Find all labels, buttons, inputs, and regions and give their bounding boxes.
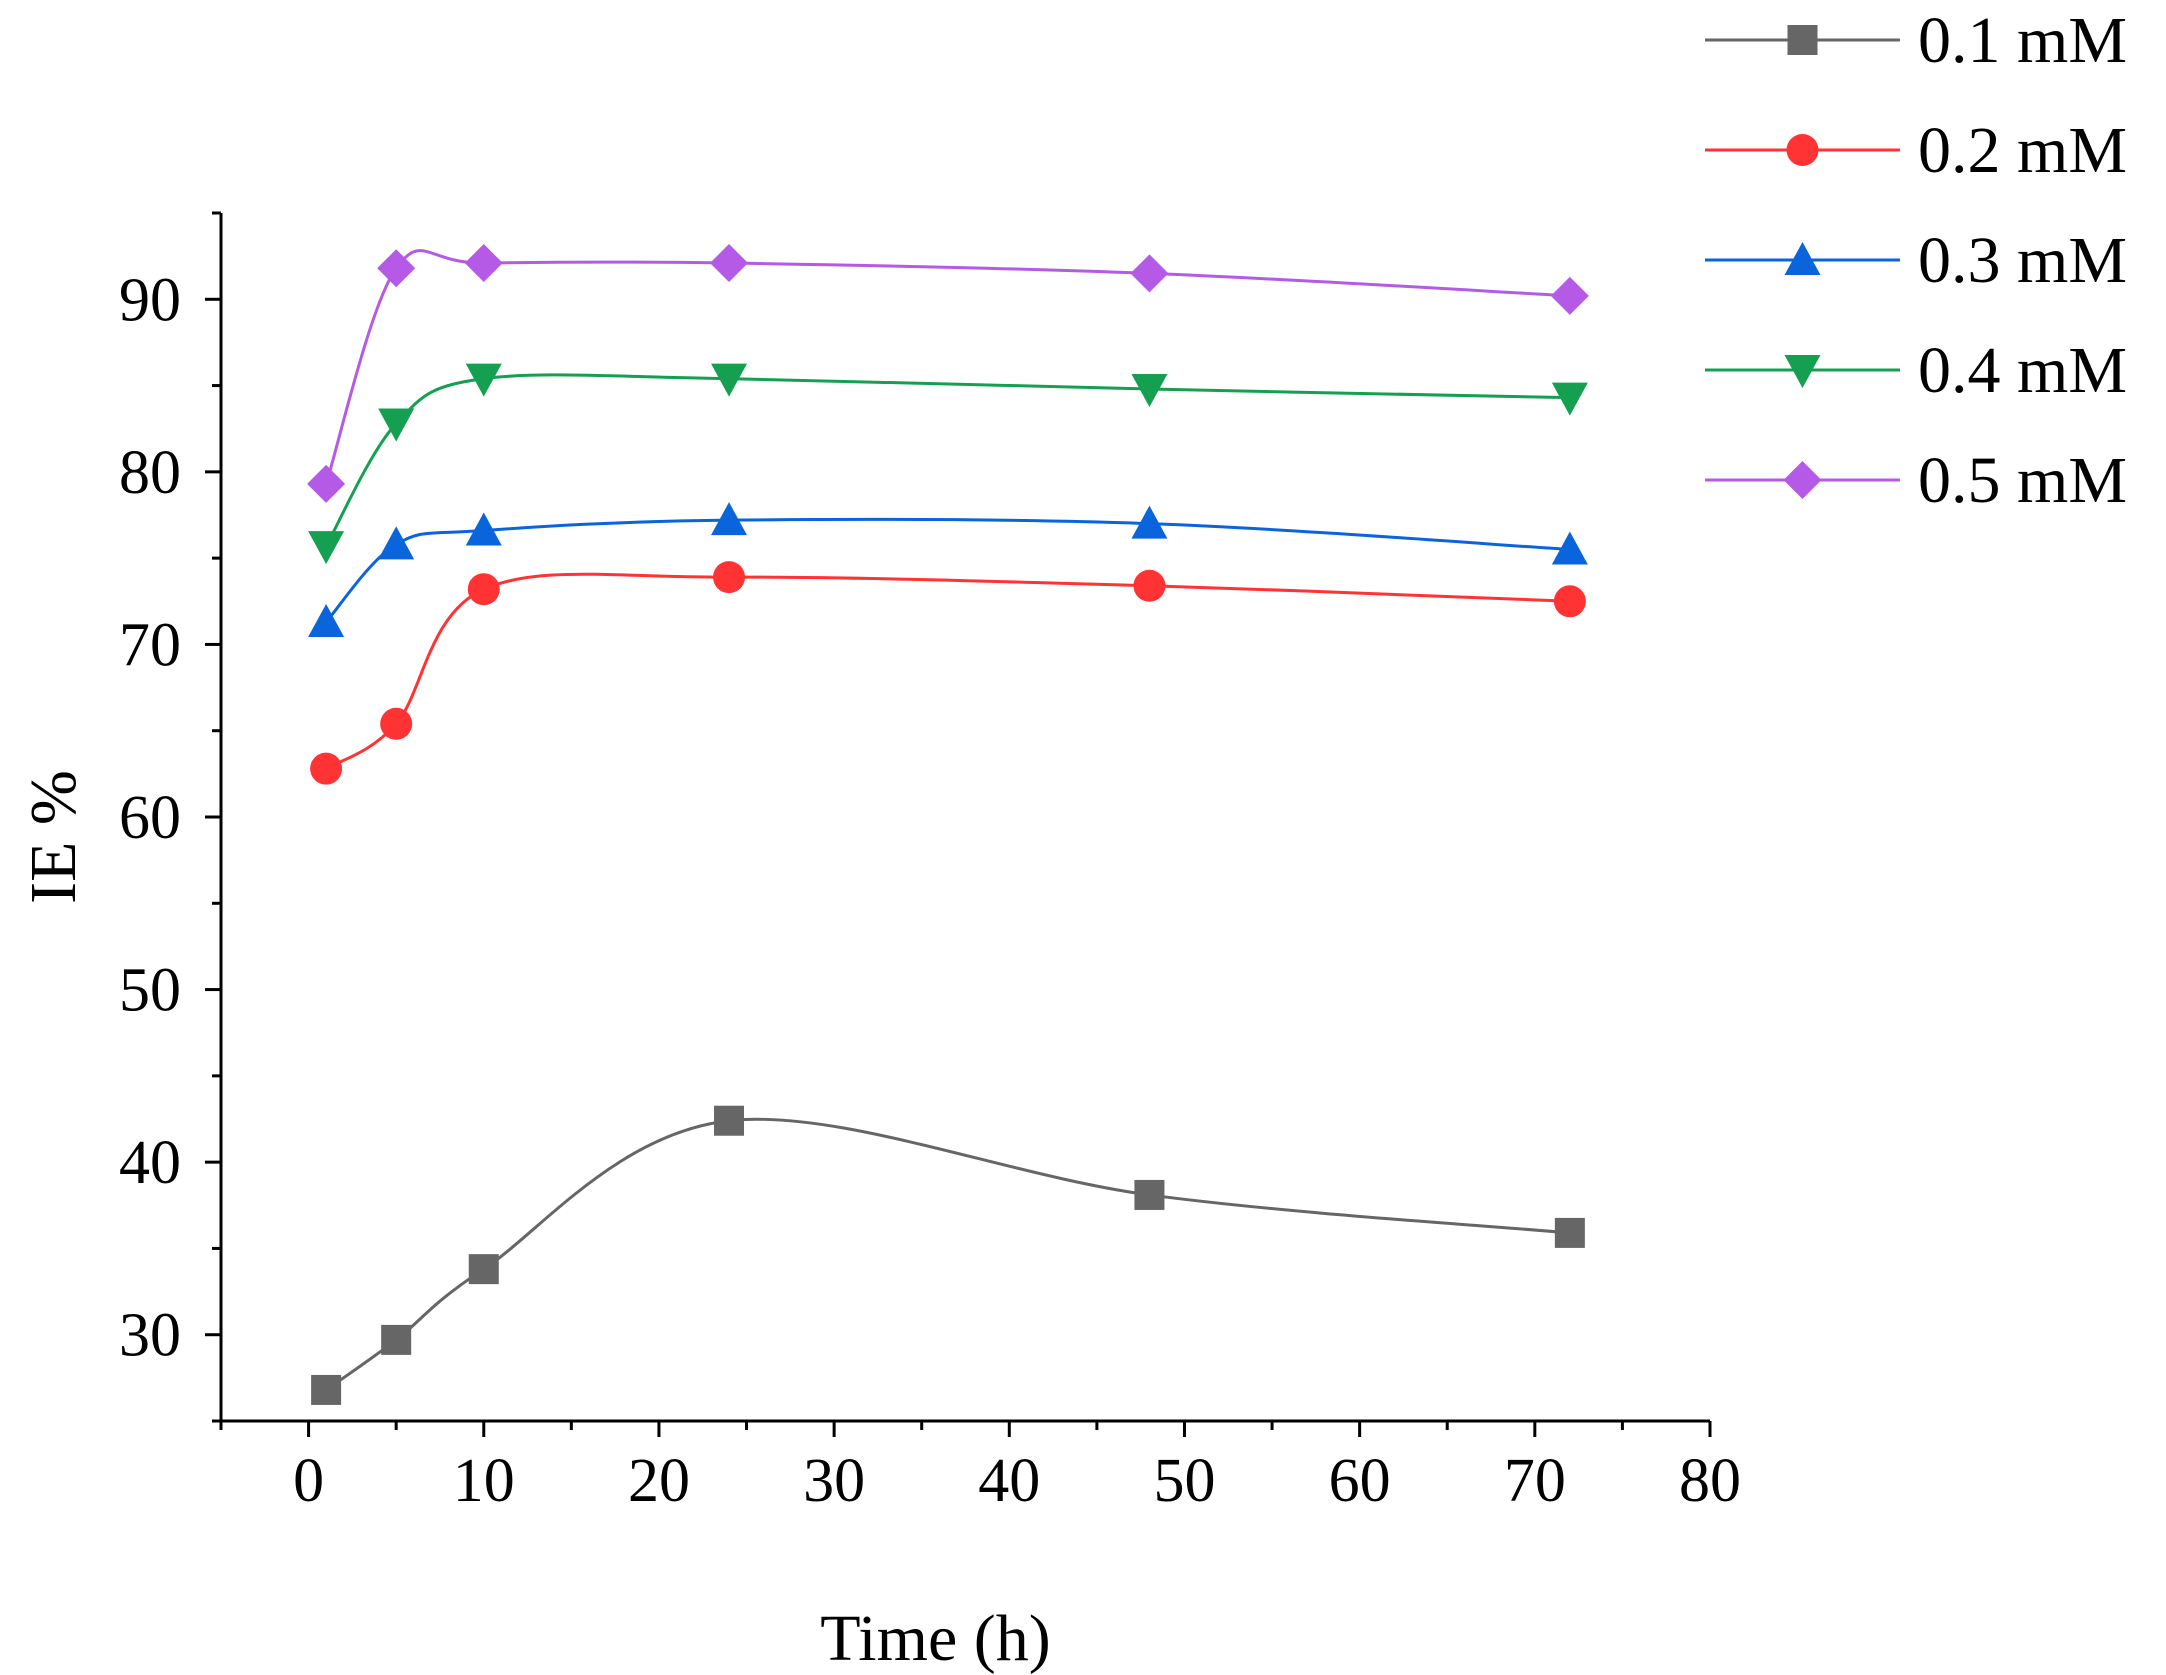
series-0_4-mM [308, 363, 1588, 565]
axes: 0 10 20 30 40 50 60 70 80 30 40 50 60 70 80 90 [119, 211, 1741, 1515]
data-point [1134, 1179, 1165, 1210]
y-tick-label: 50 [119, 957, 181, 1025]
data-point [713, 561, 746, 594]
data-point [311, 1374, 342, 1405]
data-point [464, 244, 503, 283]
data-point [1131, 374, 1168, 408]
data-point [468, 1254, 499, 1285]
x-tick-label: 80 [1679, 1447, 1741, 1515]
y-tick-label: 40 [119, 1129, 181, 1197]
data-point [1130, 254, 1169, 293]
series-0_5-mM [307, 244, 1589, 503]
legend-marker [1783, 461, 1822, 499]
series-layer [307, 244, 1589, 1405]
x-axis-title: Time (h) [820, 1602, 1050, 1675]
data-point [378, 526, 415, 560]
y-tick-label: 90 [119, 266, 181, 334]
series-line [324, 517, 1570, 623]
x-tick-label: 60 [1329, 1447, 1391, 1515]
legend-marker [1787, 25, 1818, 55]
data-point [1551, 382, 1588, 416]
x-tick-label: 70 [1504, 1447, 1566, 1515]
data-point [711, 502, 748, 536]
data-point [467, 573, 500, 606]
data-point [711, 363, 748, 397]
y-tick-label: 80 [119, 439, 181, 507]
x-tick-label: 40 [978, 1447, 1040, 1515]
series-0_2-mM [310, 561, 1586, 785]
legend-label: 0.5 mM [1918, 444, 2127, 517]
data-point [308, 531, 345, 565]
data-point [1551, 531, 1588, 565]
series-line [325, 572, 1570, 770]
x-tick-label: 20 [628, 1447, 690, 1515]
data-point [1553, 585, 1586, 618]
legend-marker [1784, 242, 1821, 275]
legend-item: 0.5 mM [1705, 444, 2127, 517]
data-point [310, 752, 343, 785]
x-tick-label: 30 [803, 1447, 865, 1515]
data-point [380, 707, 413, 740]
y-tick-label: 70 [119, 611, 181, 679]
legend-marker [1786, 134, 1819, 166]
data-point [381, 1324, 412, 1355]
legend-label: 0.2 mM [1918, 114, 2127, 187]
series-line [324, 249, 1570, 485]
data-point [378, 408, 415, 442]
legend-item: 0.3 mM [1705, 224, 2127, 297]
data-point [1133, 569, 1166, 602]
data-point [307, 464, 346, 503]
legend-item: 0.4 mM [1705, 334, 2127, 407]
legend-item: 0.2 mM [1705, 114, 2127, 187]
legend-label: 0.1 mM [1918, 4, 2127, 77]
data-point [1131, 505, 1168, 539]
legend-label: 0.3 mM [1918, 224, 2127, 297]
legend: 0.1 mM 0.2 mM 0.3 mM 0.4 mM 0.5 mM [1705, 4, 2127, 517]
data-point [714, 1105, 745, 1136]
data-point [465, 363, 502, 397]
series-0_3-mM [308, 502, 1588, 637]
series-line [325, 1117, 1570, 1392]
y-tick-label: 60 [119, 784, 181, 852]
y-tick-label: 30 [119, 1302, 181, 1370]
series-0_1-mM [311, 1105, 1585, 1405]
data-point [465, 512, 502, 546]
data-point [1554, 1217, 1585, 1248]
y-axis-title: IE % [17, 770, 90, 904]
data-point [1550, 276, 1589, 315]
legend-item: 0.1 mM [1705, 4, 2127, 77]
data-point [308, 603, 345, 637]
legend-marker [1784, 355, 1821, 388]
data-point [377, 249, 416, 288]
x-tick-label: 50 [1153, 1447, 1215, 1515]
legend-label: 0.4 mM [1918, 334, 2127, 407]
x-tick-label: 0 [293, 1447, 324, 1515]
data-point [710, 244, 749, 283]
x-tick-label: 10 [453, 1447, 515, 1515]
